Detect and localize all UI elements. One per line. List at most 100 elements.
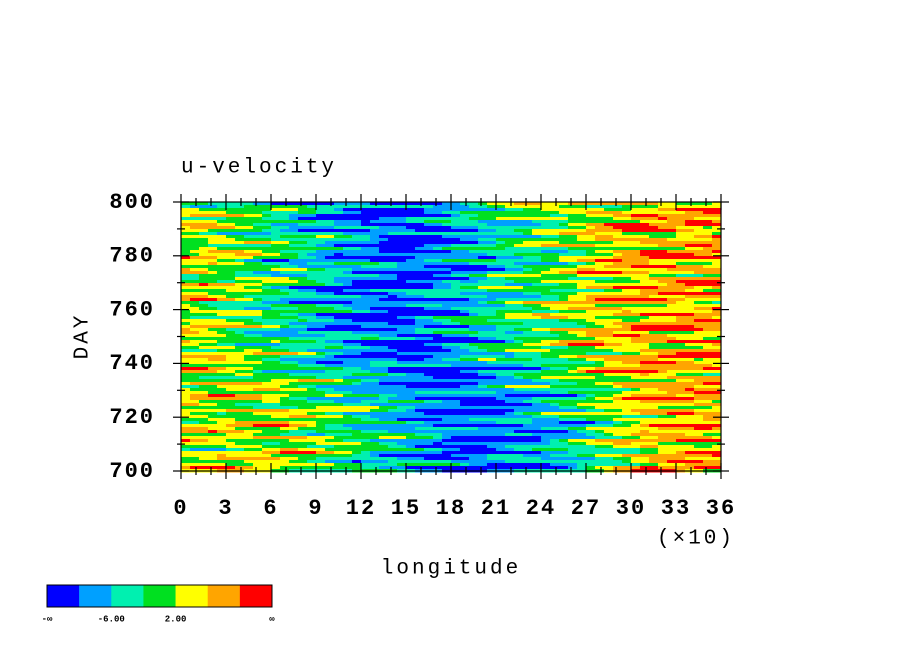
- field-cell: [532, 205, 542, 209]
- field-cell: [424, 217, 434, 221]
- field-cell: [676, 337, 686, 341]
- field-cell: [415, 244, 425, 248]
- field-cell: [406, 346, 416, 350]
- field-cell: [568, 265, 578, 269]
- field-cell: [190, 223, 200, 227]
- field-cell: [613, 316, 623, 320]
- field-cell: [604, 268, 614, 272]
- field-cell: [388, 409, 398, 413]
- field-cell: [676, 427, 686, 431]
- field-cell: [334, 223, 344, 227]
- field-cell: [217, 397, 227, 401]
- field-cell: [622, 442, 632, 446]
- field-cell: [388, 271, 398, 275]
- field-cell: [622, 316, 632, 320]
- field-cell: [244, 265, 254, 269]
- field-cell: [415, 421, 425, 425]
- field-cell: [325, 238, 335, 242]
- field-cell: [541, 271, 551, 275]
- field-cell: [442, 244, 452, 248]
- field-cell: [631, 439, 641, 443]
- field-cell: [532, 301, 542, 305]
- field-cell: [244, 445, 254, 449]
- field-cell: [280, 205, 290, 209]
- field-cell: [640, 412, 650, 416]
- field-cell: [469, 205, 479, 209]
- field-cell: [532, 241, 542, 245]
- field-cell: [568, 412, 578, 416]
- field-cell: [595, 403, 605, 407]
- field-cell: [334, 379, 344, 383]
- field-cell: [559, 430, 569, 434]
- field-cell: [451, 298, 461, 302]
- field-cell: [577, 274, 587, 278]
- field-cell: [415, 268, 425, 272]
- field-cell: [622, 232, 632, 236]
- field-cell: [253, 298, 263, 302]
- field-cell: [622, 226, 632, 230]
- field-cell: [514, 283, 524, 287]
- field-cell: [676, 448, 686, 452]
- field-cell: [244, 394, 254, 398]
- field-cell: [379, 442, 389, 446]
- field-cell: [388, 325, 398, 329]
- field-cell: [442, 238, 452, 242]
- field-cell: [298, 217, 308, 221]
- field-cell: [280, 265, 290, 269]
- field-cell: [325, 274, 335, 278]
- field-cell: [433, 316, 443, 320]
- field-cell: [685, 277, 695, 281]
- field-cell: [370, 364, 380, 368]
- field-cell: [649, 361, 659, 365]
- field-cell: [559, 295, 569, 299]
- field-cell: [451, 244, 461, 248]
- field-cell: [424, 316, 434, 320]
- field-cell: [244, 235, 254, 239]
- field-cell: [658, 352, 668, 356]
- field-cell: [469, 262, 479, 266]
- field-cell: [298, 409, 308, 413]
- field-cell: [307, 292, 317, 296]
- field-cell: [550, 325, 560, 329]
- field-cell: [316, 364, 326, 368]
- field-cell: [532, 268, 542, 272]
- field-cell: [388, 211, 398, 215]
- field-cell: [568, 289, 578, 293]
- field-cell: [595, 397, 605, 401]
- field-cell: [505, 430, 515, 434]
- field-cell: [694, 352, 704, 356]
- field-cell: [595, 295, 605, 299]
- field-cell: [343, 247, 353, 251]
- field-cell: [217, 346, 227, 350]
- field-cell: [343, 358, 353, 362]
- field-cell: [532, 295, 542, 299]
- field-cell: [244, 418, 254, 422]
- field-cell: [505, 424, 515, 428]
- field-cell: [514, 400, 524, 404]
- field-cell: [334, 391, 344, 395]
- field-cell: [568, 340, 578, 344]
- field-cell: [514, 307, 524, 311]
- field-cell: [640, 427, 650, 431]
- field-cell: [244, 325, 254, 329]
- field-cell: [271, 310, 281, 314]
- field-cell: [712, 343, 722, 347]
- field-cell: [388, 388, 398, 392]
- field-cell: [271, 244, 281, 248]
- field-cell: [226, 418, 236, 422]
- field-cell: [379, 346, 389, 350]
- field-cell: [613, 412, 623, 416]
- field-cell: [496, 391, 506, 395]
- field-cell: [235, 376, 245, 380]
- field-cell: [595, 304, 605, 308]
- field-cell: [343, 310, 353, 314]
- field-cell: [415, 301, 425, 305]
- field-cell: [217, 337, 227, 341]
- field-cell: [334, 439, 344, 443]
- field-cell: [523, 244, 533, 248]
- field-cell: [658, 262, 668, 266]
- field-cell: [208, 412, 218, 416]
- field-cell: [694, 211, 704, 215]
- field-cell: [208, 340, 218, 344]
- field-cell: [181, 316, 191, 320]
